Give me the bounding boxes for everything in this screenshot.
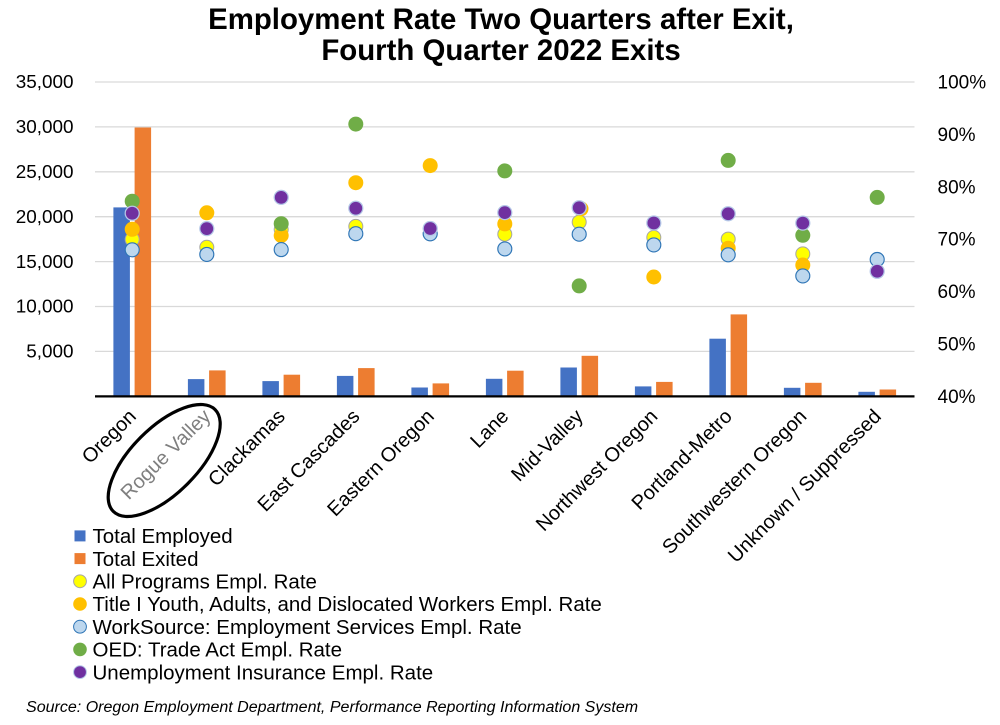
svg-text:70%: 70% <box>938 230 976 251</box>
svg-text:All Programs Empl. Rate: All Programs Empl. Rate <box>93 571 317 594</box>
svg-text:80%: 80% <box>938 177 976 198</box>
svg-text:Fourth Quarter 2022 Exits: Fourth Quarter 2022 Exits <box>321 34 680 67</box>
svg-text:40%: 40% <box>938 387 976 408</box>
svg-text:Title I Youth, Adults, and Dis: Title I Youth, Adults, and Dislocated Wo… <box>93 593 602 616</box>
svg-text:Employment Rate Two Quarters a: Employment Rate Two Quarters after Exit, <box>208 3 794 36</box>
svg-text:100%: 100% <box>938 73 987 94</box>
svg-text:25,000: 25,000 <box>16 162 74 183</box>
svg-text:20,000: 20,000 <box>16 207 74 228</box>
svg-text:60%: 60% <box>938 282 976 303</box>
svg-text:Source: Oregon Employment Depa: Source: Oregon Employment Department, Pe… <box>26 698 638 716</box>
svg-text:5,000: 5,000 <box>26 342 73 363</box>
svg-text:WorkSource: Employment Service: WorkSource: Employment Services Empl. Ra… <box>93 616 522 639</box>
svg-text:10,000: 10,000 <box>16 297 74 318</box>
svg-text:OED: Trade Act Empl. Rate: OED: Trade Act Empl. Rate <box>93 639 343 662</box>
svg-text:Unemployment Insurance Empl. R: Unemployment Insurance Empl. Rate <box>93 661 434 684</box>
svg-text:50%: 50% <box>938 335 976 356</box>
svg-text:15,000: 15,000 <box>16 252 74 273</box>
svg-text:35,000: 35,000 <box>16 72 74 93</box>
svg-text:30,000: 30,000 <box>16 117 74 138</box>
svg-text:Total Exited: Total Exited <box>93 548 199 571</box>
svg-text:90%: 90% <box>938 125 976 146</box>
svg-text:Total Employed: Total Employed <box>93 525 233 548</box>
